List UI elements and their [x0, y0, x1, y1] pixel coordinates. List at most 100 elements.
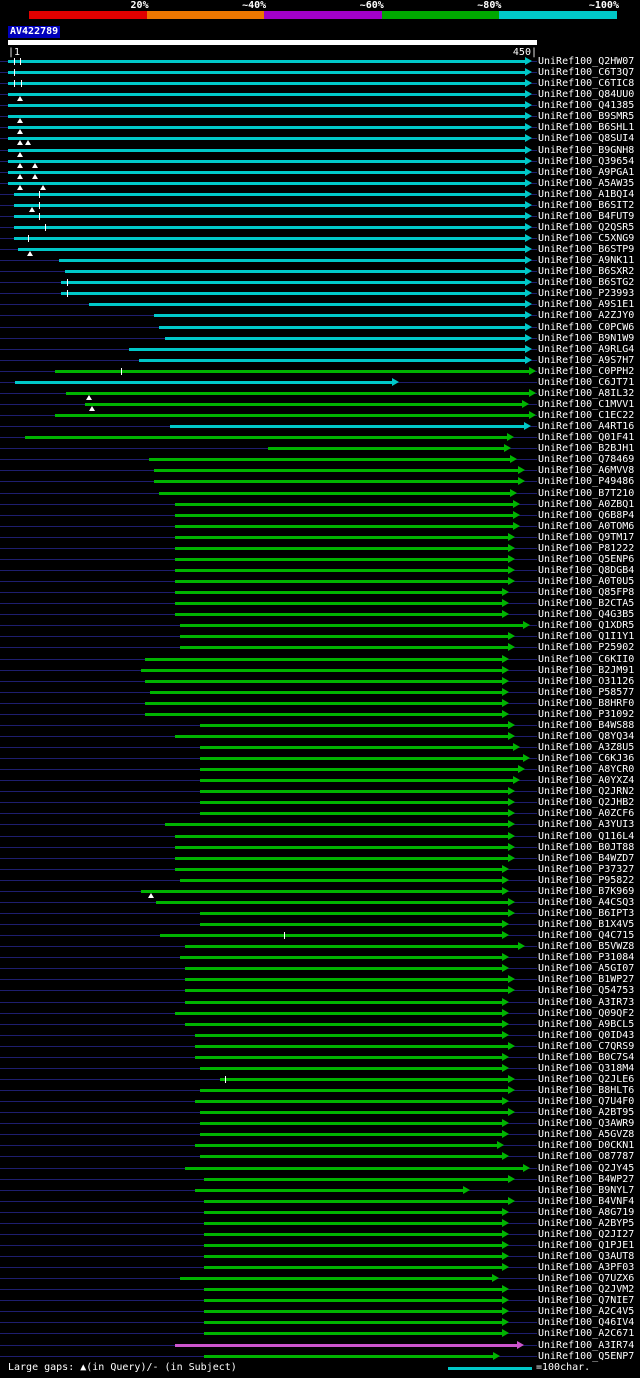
hit-label[interactable]: UniRef100_B1X4V5 [538, 919, 635, 930]
hit-label[interactable]: UniRef100_Q1I1Y1 [538, 631, 635, 642]
hit-bar[interactable] [175, 536, 509, 539]
hit-bar[interactable] [14, 193, 526, 196]
hit-label[interactable]: UniRef100_Q4G3B5 [538, 609, 635, 620]
hit-label[interactable]: UniRef100_B0C7S4 [538, 1052, 635, 1063]
hit-label[interactable]: UniRef100_C6T3Q7 [538, 67, 635, 78]
hit-bar[interactable] [204, 1178, 509, 1181]
hit-label[interactable]: UniRef100_C0PPH2 [538, 366, 635, 377]
hit-bar[interactable] [200, 1089, 509, 1092]
hit-bar[interactable] [15, 381, 393, 384]
hit-bar[interactable] [139, 359, 526, 362]
hit-bar[interactable] [185, 1167, 524, 1170]
hit-label[interactable]: UniRef100_Q1PJE1 [538, 1240, 635, 1251]
hit-bar[interactable] [200, 1067, 503, 1070]
hit-bar[interactable] [61, 281, 526, 284]
hit-bar[interactable] [175, 1012, 503, 1015]
hit-bar[interactable] [14, 237, 526, 240]
hit-label[interactable]: UniRef100_B7T210 [538, 488, 635, 499]
hit-label[interactable]: UniRef100_A9S1E1 [538, 299, 635, 310]
hit-label[interactable]: UniRef100_B2JM91 [538, 665, 635, 676]
hit-label[interactable]: UniRef100_A4CSQ3 [538, 897, 635, 908]
hit-bar[interactable] [61, 292, 526, 295]
hit-label[interactable]: UniRef100_Q84UU0 [538, 89, 635, 100]
hit-label[interactable]: UniRef100_Q7U4F0 [538, 1096, 635, 1107]
hit-label[interactable]: UniRef100_A0TOM6 [538, 521, 635, 532]
hit-bar[interactable] [8, 71, 526, 74]
hit-bar[interactable] [8, 60, 526, 63]
hit-label[interactable]: UniRef100_B4WP27 [538, 1174, 635, 1185]
hit-label[interactable]: UniRef100_A3IR73 [538, 997, 635, 1008]
hit-label[interactable]: UniRef100_P23993 [538, 288, 635, 299]
hit-bar[interactable] [160, 934, 503, 937]
hit-bar[interactable] [66, 392, 530, 395]
hit-label[interactable]: UniRef100_Q1XDR5 [538, 620, 635, 631]
hit-label[interactable]: UniRef100_O87787 [538, 1151, 635, 1162]
hit-label[interactable]: UniRef100_P31084 [538, 952, 635, 963]
hit-bar[interactable] [18, 248, 526, 251]
hit-label[interactable]: UniRef100_B5VWZ8 [538, 941, 635, 952]
hit-label[interactable]: UniRef100_B8HRF0 [538, 698, 635, 709]
hit-label[interactable]: UniRef100_A3IR74 [538, 1340, 635, 1351]
hit-label[interactable]: UniRef100_Q2JLE6 [538, 1074, 635, 1085]
hit-label[interactable]: UniRef100_Q4C715 [538, 930, 635, 941]
hit-label[interactable]: UniRef100_Q2JVM2 [538, 1284, 635, 1295]
hit-bar[interactable] [200, 1155, 503, 1158]
hit-label[interactable]: UniRef100_Q7NIE7 [538, 1295, 635, 1306]
hit-label[interactable]: UniRef100_B7K969 [538, 886, 635, 897]
hit-label[interactable]: UniRef100_B2CTA5 [538, 598, 635, 609]
hit-bar[interactable] [65, 270, 526, 273]
hit-bar[interactable] [150, 691, 503, 694]
hit-bar[interactable] [204, 1200, 509, 1203]
hit-label[interactable]: UniRef100_Q116L4 [538, 831, 635, 842]
hit-label[interactable]: UniRef100_Q2JY45 [538, 1163, 635, 1174]
hit-label[interactable]: UniRef100_A0YXZ4 [538, 775, 635, 786]
hit-label[interactable]: UniRef100_P37327 [538, 864, 635, 875]
hit-label[interactable]: UniRef100_A2ZJY0 [538, 310, 635, 321]
hit-label[interactable]: UniRef100_Q0ID43 [538, 1030, 635, 1041]
hit-bar[interactable] [200, 1133, 503, 1136]
hit-bar[interactable] [175, 503, 514, 506]
hit-bar[interactable] [180, 646, 509, 649]
hit-bar[interactable] [200, 1122, 503, 1125]
hit-label[interactable]: UniRef100_B4FUT9 [538, 211, 635, 222]
hit-bar[interactable] [175, 525, 514, 528]
hit-bar[interactable] [195, 1045, 509, 1048]
hit-bar[interactable] [8, 137, 526, 140]
hit-bar[interactable] [195, 1144, 498, 1147]
hit-bar[interactable] [141, 669, 503, 672]
hit-bar[interactable] [8, 149, 526, 152]
hit-label[interactable]: UniRef100_C1MVV1 [538, 399, 635, 410]
hit-label[interactable]: UniRef100_B9GNH8 [538, 145, 635, 156]
hit-bar[interactable] [145, 713, 503, 716]
hit-label[interactable]: UniRef100_A0ZBQ1 [538, 499, 635, 510]
hit-bar[interactable] [200, 757, 524, 760]
hit-label[interactable]: UniRef100_A1BQI4 [538, 189, 635, 200]
hit-bar[interactable] [175, 580, 509, 583]
hit-bar[interactable] [200, 790, 509, 793]
hit-label[interactable]: UniRef100_Q78469 [538, 454, 635, 465]
hit-label[interactable]: UniRef100_C1EC22 [538, 410, 635, 421]
hit-bar[interactable] [195, 1056, 503, 1059]
hit-label[interactable]: UniRef100_B6IPT3 [538, 908, 635, 919]
hit-bar[interactable] [129, 348, 526, 351]
hit-label[interactable]: UniRef100_B9N1W9 [538, 333, 635, 344]
hit-label[interactable]: UniRef100_B6SIT2 [538, 200, 635, 211]
hit-bar[interactable] [165, 823, 509, 826]
hit-label[interactable]: UniRef100_B8HLT6 [538, 1085, 635, 1096]
hit-bar[interactable] [195, 1100, 503, 1103]
hit-bar[interactable] [154, 469, 519, 472]
hit-label[interactable]: UniRef100_Q3AWR9 [538, 1118, 635, 1129]
hit-label[interactable]: UniRef100_A9NK11 [538, 255, 635, 266]
hit-bar[interactable] [8, 182, 526, 185]
hit-label[interactable]: UniRef100_A9S7H7 [538, 355, 635, 366]
hit-bar[interactable] [14, 204, 526, 207]
hit-bar[interactable] [175, 569, 509, 572]
hit-bar[interactable] [204, 1255, 503, 1258]
hit-bar[interactable] [185, 945, 519, 948]
hit-bar[interactable] [85, 403, 523, 406]
hit-bar[interactable] [8, 171, 526, 174]
hit-bar[interactable] [8, 104, 526, 107]
hit-bar[interactable] [154, 314, 526, 317]
hit-bar[interactable] [175, 613, 503, 616]
hit-label[interactable]: UniRef100_A2C671 [538, 1328, 635, 1339]
